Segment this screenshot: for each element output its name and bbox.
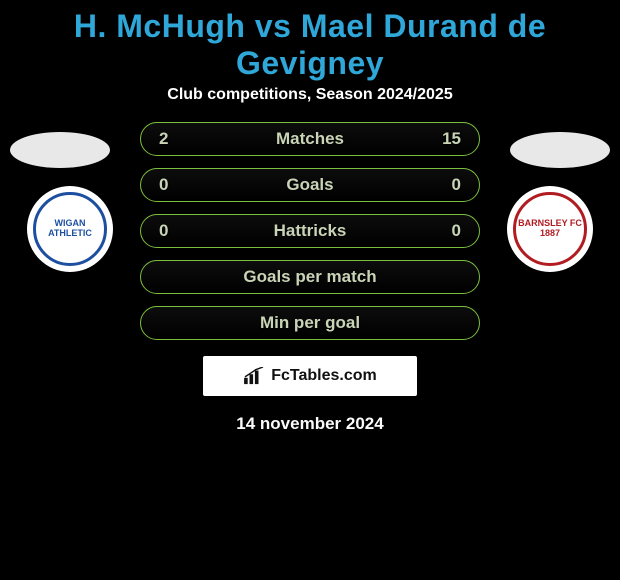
stat-left-value: 0 — [159, 221, 189, 241]
left-club-name: WIGAN ATHLETIC — [36, 219, 104, 239]
stat-right-value: 15 — [431, 129, 461, 149]
watermark: FcTables.com — [203, 356, 417, 396]
stat-left-value: 2 — [159, 129, 189, 149]
stat-row: Goals per match — [140, 260, 480, 294]
right-club-badge: BARNSLEY FC 1887 — [507, 186, 593, 272]
stat-label: Min per goal — [189, 313, 431, 333]
stat-right-value: 0 — [431, 175, 461, 195]
right-club-name: BARNSLEY FC 1887 — [516, 219, 584, 239]
left-pedestal — [10, 132, 110, 168]
watermark-text: FcTables.com — [271, 367, 377, 385]
stat-row: Min per goal — [140, 306, 480, 340]
stat-label: Matches — [189, 129, 431, 149]
stat-right-value: 0 — [431, 221, 461, 241]
stat-label: Goals — [189, 175, 431, 195]
left-club-badge: WIGAN ATHLETIC — [27, 186, 113, 272]
date-text: 14 november 2024 — [10, 414, 610, 434]
stat-label: Goals per match — [189, 267, 431, 287]
bars-icon — [243, 367, 265, 385]
stat-row: 0 Hattricks 0 — [140, 214, 480, 248]
stats-list: 2 Matches 15 0 Goals 0 0 Hattricks 0 Goa… — [140, 122, 480, 340]
subtitle: Club competitions, Season 2024/2025 — [0, 86, 620, 104]
stat-label: Hattricks — [189, 221, 431, 241]
stat-row: 2 Matches 15 — [140, 122, 480, 156]
stat-row: 0 Goals 0 — [140, 168, 480, 202]
comparison-area: WIGAN ATHLETIC BARNSLEY FC 1887 2 Matche… — [0, 122, 620, 434]
right-pedestal — [510, 132, 610, 168]
page-title: H. McHugh vs Mael Durand de Gevigney — [0, 0, 620, 86]
stat-left-value: 0 — [159, 175, 189, 195]
